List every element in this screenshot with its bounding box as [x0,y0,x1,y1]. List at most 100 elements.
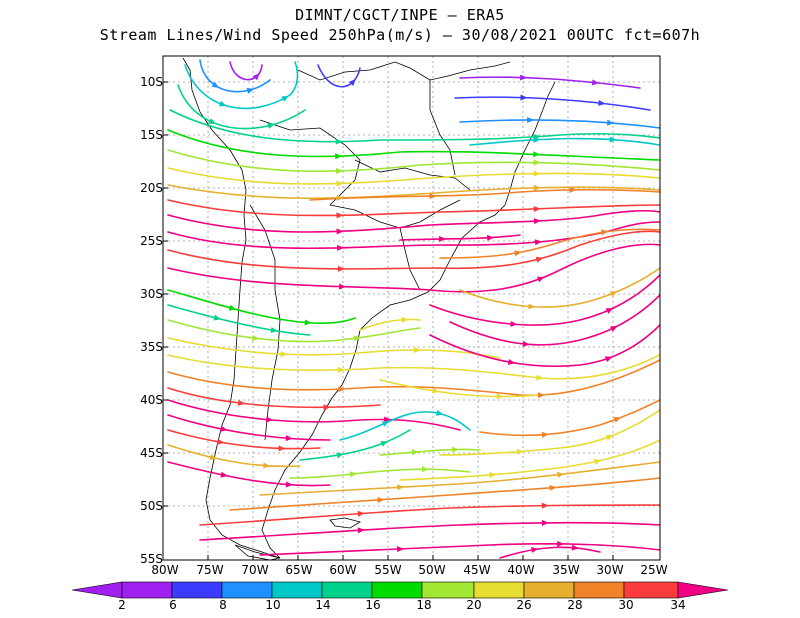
streamline-arrow [263,462,271,469]
streamline [167,199,660,217]
streamline-arrow [528,303,536,310]
streamline [167,149,660,173]
lat-label: 20S [140,181,163,195]
streamline-arrow [209,454,218,460]
streamline [199,59,271,93]
streamline [199,521,660,541]
streamline-arrow [208,118,217,124]
streamline-arrow [533,159,541,166]
gridlines [163,56,660,560]
streamline-arrow [357,527,365,534]
lat-label: 30S [140,287,163,301]
streamline-arrow [252,73,260,81]
streamline [459,267,660,308]
title-line-2: Stream Lines/Wind Speed 250hPa(m/s) – 30… [99,26,701,44]
colorbar-segment [421,581,475,599]
streamlines [167,59,660,559]
streamline-arrow [213,314,221,321]
streamline [167,359,660,397]
colorbar-label: 2 [118,598,126,612]
streamline [167,429,321,450]
streamline [399,439,660,481]
map-frame [162,55,661,561]
streamline [167,230,660,270]
streamline-arrow [339,283,347,290]
colorbar-segment [523,581,575,599]
colorbar-label: 16 [365,598,381,612]
streamline-arrow [451,446,459,453]
streamline-arrow [323,404,331,411]
streamline-arrow [218,100,227,107]
streamline-arrow [304,319,312,326]
lon-label: 50W [418,563,446,577]
streamline-arrow [220,425,228,432]
streamline-arrow [251,334,260,341]
streamline [199,504,660,526]
colorbar-segment [473,581,525,599]
streamline-arrow [336,212,344,219]
streamline [167,444,301,468]
colorbar-segment [171,581,223,599]
streamline-arrow [348,78,356,87]
streamline-arrow [486,234,495,241]
streamline [299,429,411,461]
streamline-arrow [285,481,293,488]
streamline-arrow [439,236,447,243]
colorbar-label: 18 [416,598,432,612]
streamline-arrow [267,123,275,129]
lon-label: 80W [151,563,179,577]
streamline-arrow [598,99,606,106]
streamline-arrow [535,256,544,263]
lon-label: 75W [196,563,224,577]
lon-label: 65W [285,563,313,577]
streamline [289,468,471,479]
lon-label: 60W [329,563,357,577]
streamline [259,461,660,496]
streamline [169,109,660,143]
streamline-arrow [338,386,346,393]
colorbar-segment [121,581,173,599]
streamline-arrow [280,351,288,358]
streamline-arrow [541,431,549,438]
streamline [379,379,541,398]
streamline-arrow [349,471,357,478]
streamline-arrow [401,316,409,323]
streamline-arrow [411,449,419,456]
streamline [177,84,306,130]
colorbar-left-arrow [71,581,123,599]
streamline-arrow [381,421,390,427]
lon-label: 45W [463,563,491,577]
streamline-arrow [601,229,609,236]
streamline-arrow [514,250,522,257]
streamline-arrow [569,186,577,193]
streamline-arrow [534,239,543,246]
streamline-arrow [357,510,365,517]
lat-label: 50S [140,499,163,513]
streamline [167,129,660,161]
streamline [259,543,660,556]
streamline-arrow [605,308,614,314]
streamline-arrow [335,153,343,160]
colorbar-right-arrow [677,581,729,599]
streamline-arrow [536,374,544,381]
streamline [469,137,660,146]
colorbar-label: 14 [315,598,331,612]
streamline-arrow [285,435,293,442]
streamline [479,399,660,437]
colorbar-label: 10 [265,598,281,612]
streamline-arrow [604,356,613,363]
colorbar-segment [321,581,373,599]
streamline-arrow [533,151,541,158]
colorbar-label: 28 [567,598,583,612]
streamline [167,289,356,325]
streamline [309,188,660,201]
streamline [449,294,660,346]
streamline-arrow [414,346,422,353]
streamline [399,234,521,241]
streamline-arrow [516,448,524,455]
streamline [167,319,421,343]
colorbar-label: 20 [466,598,482,612]
lon-label: 40W [507,563,535,577]
streamline-arrow [520,74,528,81]
